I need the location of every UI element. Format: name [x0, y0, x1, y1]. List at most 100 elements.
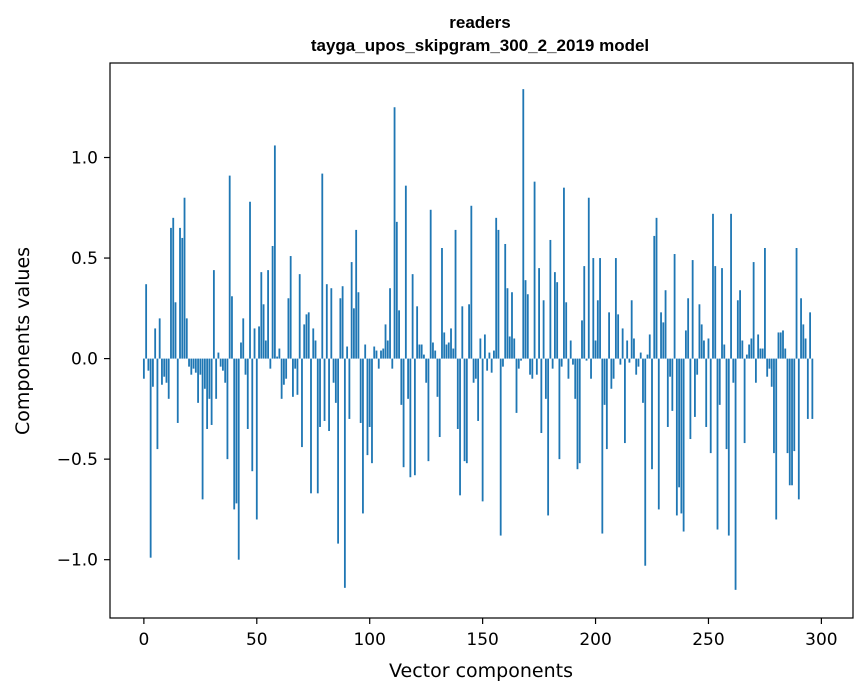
bar-137 — [452, 348, 455, 359]
bar-263 — [736, 300, 739, 359]
bar-112 — [395, 221, 398, 359]
bar-201 — [596, 300, 599, 359]
bar-261 — [732, 358, 735, 383]
bar-8 — [161, 358, 163, 385]
bar-292 — [802, 324, 805, 359]
bar-75 — [312, 328, 315, 359]
bar-140 — [459, 358, 461, 496]
bar-34 — [219, 358, 222, 367]
bar-144 — [468, 304, 470, 359]
bar-257 — [723, 344, 726, 359]
bar-254 — [716, 358, 719, 530]
bar-102 — [373, 346, 376, 359]
bar-247 — [700, 324, 703, 359]
bar-87 — [339, 298, 342, 359]
bar-155 — [493, 350, 495, 359]
bar-191 — [574, 358, 577, 399]
bar-278 — [770, 358, 773, 387]
bar-245 — [696, 358, 699, 375]
bar-279 — [773, 358, 775, 454]
bar-42 — [237, 358, 240, 560]
bar-244 — [694, 358, 696, 417]
bar-114 — [400, 358, 403, 405]
bar-238 — [680, 358, 683, 514]
bar-199 — [592, 258, 595, 359]
bar-131 — [438, 358, 441, 438]
bar-268 — [748, 344, 751, 359]
bar-120 — [413, 358, 416, 476]
bar-15 — [176, 358, 179, 423]
bar-61 — [280, 358, 283, 399]
bar-148 — [477, 358, 480, 421]
bar-115 — [402, 358, 405, 468]
bar-117 — [407, 358, 410, 399]
bar-90 — [346, 346, 349, 359]
bar-255 — [718, 358, 721, 405]
bar-65 — [289, 256, 292, 359]
bar-206 — [608, 312, 610, 359]
bar-47 — [249, 201, 251, 359]
bar-252 — [712, 213, 714, 359]
y-axis-label: Components values — [12, 247, 34, 435]
bar-239 — [682, 358, 685, 532]
bar-32 — [215, 358, 218, 399]
bar-43 — [240, 342, 242, 359]
bar-70 — [301, 358, 303, 448]
bar-166 — [517, 358, 520, 369]
bar-156 — [495, 217, 498, 359]
bar-272 — [757, 334, 760, 359]
bar-176 — [540, 358, 543, 433]
bar-94 — [355, 229, 358, 359]
x-tick-label: 100 — [353, 630, 385, 650]
bar-145 — [470, 205, 473, 359]
bar-44 — [242, 318, 245, 359]
bar-236 — [675, 358, 678, 516]
bar-179 — [547, 358, 550, 516]
bar-130 — [436, 358, 439, 397]
bar-243 — [691, 260, 694, 359]
bar-21 — [190, 358, 193, 375]
bar-207 — [610, 358, 613, 389]
plot-frame — [109, 62, 854, 619]
bar-234 — [671, 358, 674, 411]
bar-100 — [368, 358, 371, 427]
bar-98 — [364, 344, 367, 359]
bar-68 — [296, 358, 299, 395]
bar-295 — [809, 312, 811, 359]
bar-40 — [233, 358, 236, 510]
bar-281 — [777, 332, 780, 359]
bar-51 — [258, 326, 260, 359]
bar-248 — [703, 340, 705, 359]
bar-99 — [366, 358, 369, 456]
bar-122 — [418, 344, 421, 359]
bar-246 — [698, 304, 701, 359]
bar-180 — [549, 239, 552, 359]
bar-128 — [432, 342, 434, 359]
bar-216 — [630, 300, 633, 359]
bar-221 — [642, 358, 644, 403]
bar-139 — [456, 358, 459, 429]
bar-110 — [391, 358, 394, 369]
bar-80 — [323, 358, 326, 421]
bar-162 — [508, 336, 511, 359]
bar-187 — [565, 302, 568, 359]
bar-229 — [660, 312, 662, 359]
bar-275 — [764, 248, 766, 359]
bar-129 — [434, 350, 437, 359]
bar-7 — [158, 318, 161, 359]
bar-171 — [529, 358, 531, 375]
bar-190 — [572, 358, 574, 365]
bar-267 — [745, 354, 748, 359]
bar-78 — [319, 358, 321, 427]
bar-50 — [255, 358, 258, 520]
bar-208 — [612, 358, 615, 379]
bar-287 — [791, 358, 793, 486]
bar-160 — [504, 243, 507, 359]
bar-266 — [743, 358, 746, 444]
bar-273 — [759, 348, 762, 359]
y-tick-label: −0.5 — [57, 450, 98, 470]
bar-45 — [244, 358, 247, 375]
bar-270 — [752, 262, 755, 359]
bar-265 — [741, 340, 744, 359]
bar-240 — [684, 330, 687, 359]
